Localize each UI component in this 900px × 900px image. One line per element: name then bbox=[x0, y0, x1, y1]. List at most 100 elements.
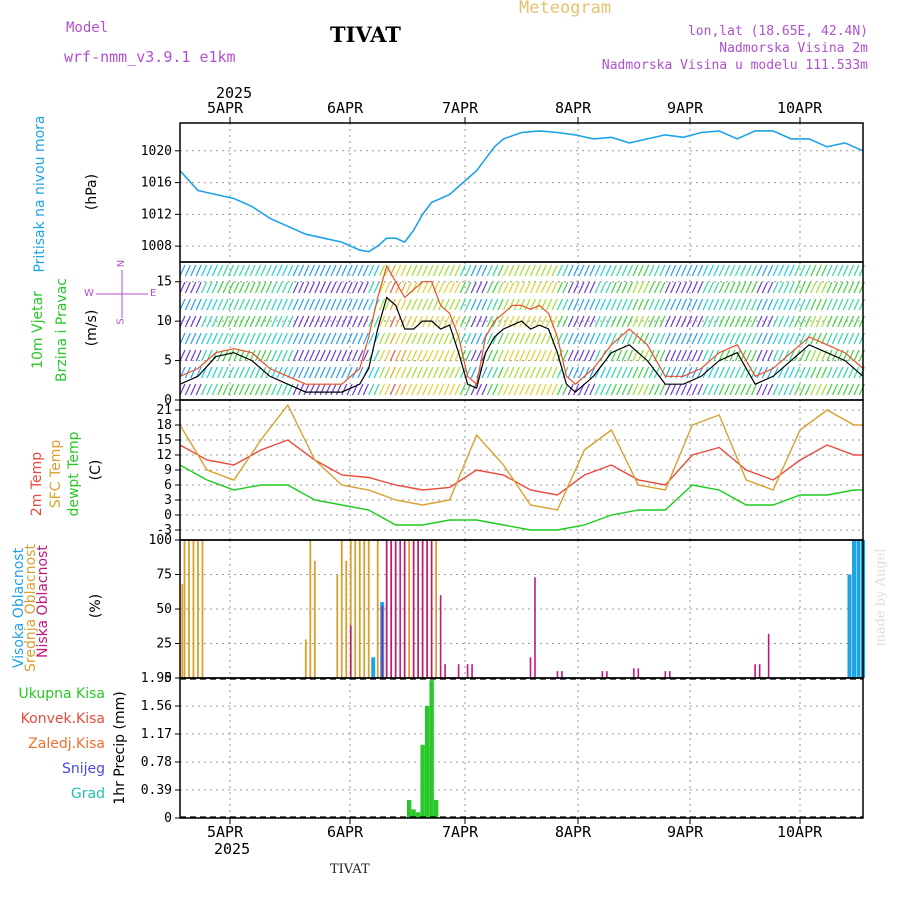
wind-barb bbox=[562, 264, 569, 277]
wind-barb bbox=[454, 281, 461, 294]
wind-barb bbox=[794, 264, 801, 277]
wind-barb bbox=[233, 315, 240, 328]
y-tick-label: 18 bbox=[156, 418, 172, 433]
wind-barb bbox=[831, 264, 838, 277]
wind-barb bbox=[621, 332, 628, 345]
wind-barb bbox=[524, 366, 531, 379]
wind-barb bbox=[378, 349, 386, 362]
wind-barb bbox=[632, 315, 639, 328]
wind-barb bbox=[244, 366, 251, 379]
y-tick-label: 6 bbox=[164, 478, 172, 493]
wind-barb bbox=[298, 332, 305, 345]
wind-barb bbox=[492, 349, 499, 362]
wind-barb bbox=[314, 366, 321, 379]
wind-barb bbox=[734, 332, 741, 345]
wind-barb bbox=[206, 281, 213, 294]
wind-barb bbox=[438, 349, 445, 362]
wind-barb bbox=[837, 332, 844, 345]
wind-barb bbox=[368, 332, 375, 345]
wind-barb bbox=[438, 366, 445, 379]
wind-barb bbox=[756, 298, 763, 311]
wind-barb bbox=[670, 332, 677, 345]
panel-frame-pressure bbox=[179, 122, 864, 263]
y-tick-label: 3 bbox=[164, 493, 172, 508]
wind-barb bbox=[777, 383, 785, 396]
wind-barb bbox=[443, 298, 450, 311]
wind-barb bbox=[589, 383, 596, 396]
wind-barb bbox=[481, 366, 488, 379]
wind-barb bbox=[502, 349, 510, 362]
wind-barb bbox=[341, 281, 348, 294]
wind-barb bbox=[707, 383, 714, 396]
wind-barb bbox=[529, 383, 537, 396]
wind-barb bbox=[578, 281, 585, 294]
wind-barb bbox=[670, 264, 677, 277]
wind-barb bbox=[319, 315, 326, 328]
wind-barb bbox=[815, 281, 822, 294]
wind-barb bbox=[578, 332, 585, 345]
y-tick-label: 1020 bbox=[141, 144, 172, 159]
wind-barb bbox=[589, 264, 596, 277]
wind-barb bbox=[276, 332, 283, 345]
wind-barb bbox=[470, 332, 477, 345]
wind-barb bbox=[594, 349, 601, 362]
wind-barb bbox=[292, 366, 299, 379]
wind-barb bbox=[211, 332, 218, 345]
wind-barb bbox=[777, 298, 785, 311]
wind-barb bbox=[653, 383, 661, 396]
lonlat-label: lon,lat (18.65E, 42.4N) bbox=[687, 24, 868, 39]
wind-barb bbox=[842, 298, 849, 311]
wind-barb bbox=[680, 383, 688, 396]
wind-barb bbox=[653, 281, 661, 294]
wind-barb bbox=[799, 366, 806, 379]
wind-barb bbox=[831, 383, 838, 396]
wind-barb bbox=[783, 349, 790, 362]
wind-barb bbox=[600, 281, 607, 294]
wind-barb bbox=[605, 332, 612, 345]
wind-barb bbox=[519, 349, 526, 362]
wind-barb bbox=[659, 366, 666, 379]
wind-barb bbox=[583, 332, 590, 345]
wind-barb bbox=[637, 264, 644, 277]
wind-barb bbox=[546, 298, 553, 311]
wind-barb bbox=[831, 298, 838, 311]
wind-barb bbox=[848, 264, 855, 277]
wind-barb bbox=[352, 281, 359, 294]
wind-barb bbox=[632, 281, 639, 294]
wind-barb bbox=[357, 332, 364, 345]
y-tick-label: -3 bbox=[156, 523, 172, 538]
wind-barb bbox=[260, 281, 267, 294]
wind-barb bbox=[637, 383, 644, 396]
wind-barb bbox=[227, 383, 235, 396]
wind-barb bbox=[373, 281, 380, 294]
wind-barb bbox=[427, 349, 434, 362]
compass-east: E bbox=[150, 288, 157, 299]
wind-barb bbox=[330, 349, 337, 362]
wind-barb bbox=[454, 349, 461, 362]
wind-barb bbox=[848, 315, 855, 328]
wind-barb bbox=[718, 332, 725, 345]
wind-barb bbox=[416, 264, 423, 277]
wind-barb bbox=[449, 366, 456, 379]
wind-barb bbox=[244, 315, 251, 328]
wind-barb bbox=[206, 298, 213, 311]
wind-barb bbox=[330, 332, 337, 345]
wind-barb bbox=[724, 366, 731, 379]
wind-barb bbox=[287, 349, 294, 362]
wind-barb bbox=[459, 281, 466, 294]
wind-barb bbox=[513, 315, 520, 328]
wind-barb bbox=[254, 332, 262, 345]
wind-barb bbox=[249, 349, 256, 362]
wind-barb bbox=[826, 281, 833, 294]
wind-barb bbox=[777, 366, 785, 379]
wind-barb bbox=[254, 349, 262, 362]
wind-barb bbox=[804, 383, 812, 396]
wind-barb bbox=[540, 315, 547, 328]
y-tick-label: 9 bbox=[164, 463, 172, 478]
wind-barb bbox=[497, 349, 504, 362]
wind-barb bbox=[761, 332, 768, 345]
wind-barb bbox=[643, 264, 650, 277]
wind-barb bbox=[513, 298, 520, 311]
wind-barb bbox=[697, 332, 704, 345]
wind-barb bbox=[222, 281, 229, 294]
